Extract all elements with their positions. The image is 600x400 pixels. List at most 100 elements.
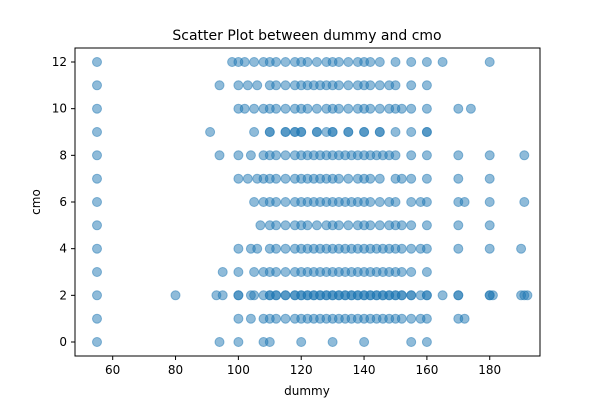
- scatter-point: [271, 290, 282, 301]
- scatter-point: [333, 57, 344, 67]
- scatter-point: [255, 220, 266, 231]
- scatter-point: [406, 197, 417, 207]
- scatter-point: [296, 337, 307, 347]
- scatter-point: [271, 150, 282, 161]
- scatter-point: [453, 220, 464, 231]
- scatter-point: [92, 173, 102, 184]
- scatter-point: [311, 220, 322, 231]
- scatter-point: [280, 290, 291, 301]
- scatter-point: [484, 197, 495, 207]
- scatter-point: [390, 197, 401, 207]
- scatter-point: [421, 197, 432, 207]
- x-axis-label: dummy: [284, 384, 330, 398]
- scatter-point: [343, 127, 354, 137]
- scatter-point: [242, 80, 253, 91]
- scatter-point: [343, 103, 354, 114]
- scatter-point: [343, 173, 354, 184]
- scatter-point: [92, 57, 102, 67]
- scatter-point: [421, 290, 432, 301]
- scatter-point: [459, 313, 470, 324]
- scatter-point: [406, 80, 417, 91]
- scatter-point: [453, 150, 464, 161]
- scatter-point: [280, 220, 291, 231]
- scatter-point: [252, 243, 263, 254]
- scatter-point: [280, 267, 291, 277]
- scatter-point: [280, 313, 291, 324]
- scatter-point: [249, 103, 260, 114]
- scatter-point: [437, 290, 448, 301]
- x-axis: 60 80 100 120 140 160 180: [105, 356, 501, 377]
- y-tick-label: 10: [52, 102, 67, 116]
- scatter-point: [233, 243, 244, 254]
- scatter-point: [233, 337, 244, 347]
- scatter-point: [421, 173, 432, 184]
- scatter-point: [280, 103, 291, 114]
- scatter-point: [280, 243, 291, 254]
- scatter-point: [280, 173, 291, 184]
- scatter-point: [92, 80, 102, 91]
- scatter-point: [249, 127, 260, 137]
- scatter-point: [311, 103, 322, 114]
- scatter-point: [390, 127, 401, 137]
- x-tick-label: 60: [105, 363, 120, 377]
- scatter-point: [396, 267, 407, 277]
- scatter-point: [421, 80, 432, 91]
- scatter-point: [343, 220, 354, 231]
- chart-title: Scatter Plot between dummy and cmo: [172, 28, 441, 44]
- scatter-point: [252, 80, 263, 91]
- scatter-point: [421, 57, 432, 67]
- scatter-point: [406, 220, 417, 231]
- scatter-point: [484, 220, 495, 231]
- y-tick-label: 8: [59, 148, 67, 162]
- scatter-point: [214, 337, 225, 347]
- scatter-point: [484, 150, 495, 161]
- scatter-point: [406, 313, 417, 324]
- scatter-point: [239, 103, 250, 114]
- scatter-point: [296, 127, 307, 137]
- scatter-point: [421, 103, 432, 114]
- scatter-point: [271, 57, 282, 67]
- scatter-point: [484, 57, 495, 67]
- scatter-point: [92, 337, 102, 347]
- y-tick-label: 2: [59, 288, 67, 302]
- scatter-point: [245, 150, 256, 161]
- scatter-point: [365, 197, 376, 207]
- x-tick-label: 80: [168, 363, 183, 377]
- scatter-point: [365, 57, 376, 67]
- scatter-point: [214, 80, 225, 91]
- scatter-point: [214, 150, 225, 161]
- scatter-point: [406, 173, 417, 184]
- scatter-point: [374, 80, 385, 91]
- scatter-point: [233, 313, 244, 324]
- scatter-point: [92, 267, 102, 277]
- scatter-point: [302, 103, 313, 114]
- scatter-point: [359, 127, 370, 137]
- scatter-point: [484, 173, 495, 184]
- scatter-point: [327, 127, 338, 137]
- scatter-point: [333, 103, 344, 114]
- scatter-point: [421, 267, 432, 277]
- scatter-point: [280, 150, 291, 161]
- scatter-point: [249, 267, 260, 277]
- scatter-point: [465, 103, 476, 114]
- scatter-point: [390, 57, 401, 67]
- scatter-point: [406, 337, 417, 347]
- scatter-point: [365, 220, 376, 231]
- scatter-point: [396, 243, 407, 254]
- scatter-point: [280, 127, 291, 137]
- scatter-point: [217, 267, 228, 277]
- y-axis-label: cmo: [29, 189, 43, 215]
- scatter-point: [233, 80, 244, 91]
- scatter-point: [459, 197, 470, 207]
- scatter-point: [406, 127, 417, 137]
- scatter-point: [406, 57, 417, 67]
- scatter-point: [264, 337, 275, 347]
- scatter-point: [280, 197, 291, 207]
- scatter-point: [280, 57, 291, 67]
- scatter-point: [374, 197, 385, 207]
- y-tick-label: 4: [59, 242, 67, 256]
- scatter-point: [453, 290, 464, 301]
- scatter-point: [333, 173, 344, 184]
- scatter-point: [239, 57, 250, 67]
